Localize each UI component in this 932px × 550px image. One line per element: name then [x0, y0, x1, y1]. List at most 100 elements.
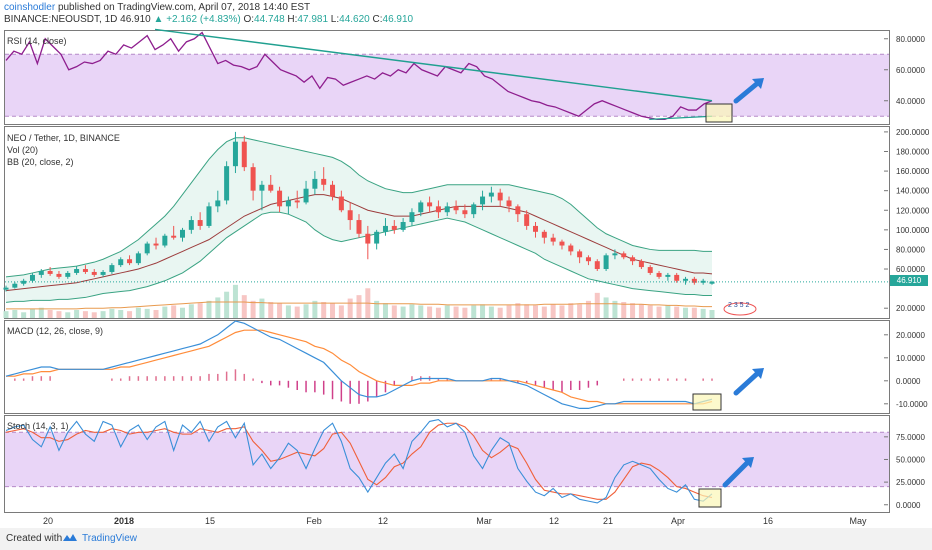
author-link[interactable]: coinshodler: [4, 2, 56, 13]
candle-body: [630, 257, 636, 262]
volume-bar: [29, 308, 35, 318]
candle-body: [321, 178, 327, 185]
volume-bar: [541, 306, 547, 318]
candle-body: [215, 200, 221, 207]
volume-bar: [197, 303, 203, 318]
candle-body: [374, 231, 380, 244]
candle-body: [330, 184, 336, 197]
tradingview-brand[interactable]: TradingView: [82, 533, 138, 544]
x-tick-label: 20: [43, 516, 53, 526]
candle-body: [118, 259, 124, 266]
volume-bar: [585, 300, 591, 318]
candle-body: [356, 220, 362, 234]
volume-bar: [638, 304, 644, 318]
candle-body: [550, 237, 556, 242]
volume-bar: [497, 307, 503, 318]
price-panel[interactable]: [4, 126, 890, 319]
volume-bar: [506, 305, 512, 318]
stoch-k-line: [5, 419, 713, 504]
volume-bar: [612, 300, 618, 318]
y-tick-label: 25.0000: [896, 478, 925, 487]
candle-body: [533, 225, 538, 232]
y-tick-label: 40.0000: [896, 97, 925, 106]
stoch-up-arrow: [722, 458, 752, 488]
y-tick-label: 60.0000: [896, 265, 925, 274]
volume-bar: [285, 305, 291, 318]
candle-body: [471, 204, 477, 215]
candle-body: [241, 141, 247, 168]
candle-body: [347, 210, 353, 221]
volume-bar: [524, 304, 530, 318]
candle-body: [427, 202, 433, 207]
candle-body: [206, 206, 212, 226]
volume-bar: [188, 304, 194, 318]
volume-bar: [559, 305, 565, 318]
symbol: BINANCE:NEOUSDT, 1D: [4, 14, 118, 25]
x-tick-label: Feb: [306, 516, 322, 526]
candle-body: [700, 280, 706, 283]
volume-bar: [683, 307, 689, 318]
candle-body: [197, 220, 203, 226]
candle-body: [382, 225, 388, 232]
y-tick-label: 20.0000: [896, 331, 925, 340]
candle-body: [488, 192, 494, 197]
rsi-highlight-box: [705, 103, 733, 123]
low-value: 44.620: [339, 14, 370, 25]
y-tick-label: 120.0000: [896, 206, 930, 215]
rsi-trendline: [154, 28, 713, 102]
volume-bar: [400, 306, 406, 318]
news-badge-icon: [723, 302, 757, 316]
y-tick-label: 160.0000: [896, 167, 930, 176]
volume-bar: [427, 306, 433, 318]
y-tick-label: 0.0000: [896, 377, 921, 386]
stoch-band: [5, 432, 889, 487]
stoch-label: Stoch (14, 3, 1): [7, 421, 69, 431]
candle-body: [462, 210, 468, 215]
open-value: 44.748: [254, 14, 285, 25]
volume-bar: [47, 310, 53, 318]
volume-bar: [232, 284, 238, 318]
y-tick-label: 60.0000: [896, 66, 925, 75]
volume-bar: [621, 302, 627, 318]
volume-bar: [312, 300, 318, 318]
candle-body: [312, 178, 318, 189]
y-tick-label: 20.0000: [896, 304, 925, 313]
volume-bar: [691, 307, 697, 318]
volume-bar: [224, 291, 230, 318]
candle-body: [691, 278, 697, 283]
volume-bar: [91, 312, 97, 318]
y-tick-label: -10.0000: [896, 400, 928, 409]
volume-bar: [330, 303, 336, 318]
y-tick-label: 80.0000: [896, 35, 925, 44]
volume-bar: [488, 306, 494, 318]
candle-body: [82, 269, 88, 272]
x-tick-label: May: [849, 516, 867, 526]
open-label: O:: [243, 14, 255, 25]
macd-panel[interactable]: [4, 320, 890, 414]
stoch-d-line: [5, 422, 713, 500]
volume-bar: [65, 312, 71, 318]
x-tick-label: 2018: [114, 516, 134, 526]
x-tick-label: 12: [549, 516, 559, 526]
volume-bar: [277, 303, 283, 318]
candle-body: [594, 261, 600, 270]
volume-bar: [127, 311, 133, 318]
candle-body: [656, 272, 662, 277]
volume-bar: [374, 300, 380, 318]
volume-bar: [382, 303, 388, 318]
rsi-line: [5, 31, 713, 120]
x-tick-label: 15: [205, 516, 215, 526]
candle-body: [91, 271, 97, 275]
rsi-support-line: [649, 115, 713, 120]
candle-body: [409, 212, 415, 223]
volume-bar: [709, 310, 715, 318]
candle-body: [568, 245, 574, 252]
last-price-badge: 46.910: [890, 275, 928, 286]
candle-body: [603, 255, 609, 270]
y-tick-label: 180.0000: [896, 147, 930, 156]
symbol-line: BINANCE:NEOUSDT, 1D 46.910 ▲ +2.162 (+4.…: [4, 14, 413, 25]
volume-bar: [74, 310, 80, 318]
volume-bar: [568, 303, 574, 318]
macd-highlight-box: [692, 393, 722, 411]
y-tick-label: 75.0000: [896, 433, 925, 442]
